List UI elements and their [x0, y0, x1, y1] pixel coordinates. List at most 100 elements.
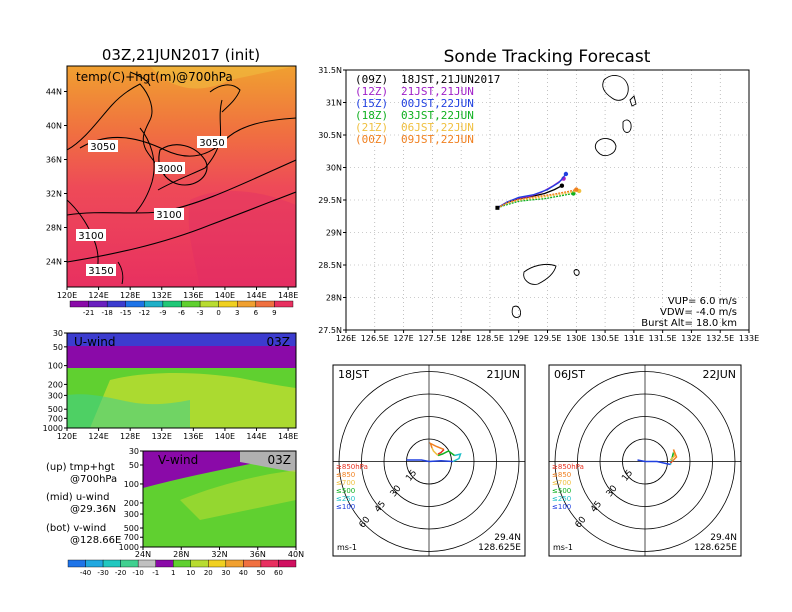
hodo-right-units: ms-1: [553, 543, 573, 552]
v-pressure-tick-label: 300: [124, 510, 139, 519]
temp-colorbar-label: -6: [178, 309, 186, 317]
u-pressure-tick-label: 500: [48, 405, 63, 414]
temp-colorbar-swatch: [125, 300, 145, 308]
wind-colorbar-swatch: [67, 559, 86, 568]
temp-colorbar-label: -12: [139, 309, 150, 317]
temp-colorbar-swatch: [144, 300, 164, 308]
wind-colorbar-swatch: [208, 559, 227, 568]
hodo-right-lat: 29.4N: [710, 533, 737, 543]
track-lon-tick-label: 131.5E: [649, 334, 677, 343]
hodo-right-level-label: ≥850hPa: [552, 463, 584, 471]
temp-colorbar-swatch: [106, 300, 126, 308]
map-lat-tick-label: 32N: [46, 190, 62, 199]
v-pressure-tick-label: 500: [124, 524, 139, 533]
track-lon-tick-label: 129E: [509, 334, 529, 343]
v-wind-field-gray: [240, 451, 296, 472]
wind-colorbar-label: -40: [80, 569, 91, 577]
map-lon-tick-label: 148E: [278, 291, 298, 300]
wind-colorbar-swatch: [260, 559, 279, 568]
track-line-3: [497, 192, 574, 209]
temp-colorbar-swatch: [274, 300, 294, 308]
hodo-left-date: 21JUN: [486, 368, 520, 381]
track-islands: [511, 75, 637, 318]
hodo-right-trace-5: [669, 460, 673, 464]
legend-utc-00z: (00Z): [355, 133, 388, 146]
wind-colorbar-swatch: [85, 559, 104, 568]
track-lon-tick-label: 127E: [393, 334, 413, 343]
hodo-left-ring: [338, 371, 520, 552]
note-up-line2: @700hPa: [70, 474, 117, 485]
map-lat-tick-label: 24N: [46, 258, 62, 267]
map-lon-tick-label: 120E: [57, 291, 77, 300]
u-pressure-tick-label: 30: [53, 329, 63, 338]
track-legend: (09Z) 18JST,21JUN2017 (12Z) 21JST,21JUN …: [355, 73, 500, 146]
u-pressure-tick-label: 100: [48, 362, 63, 371]
temp-colorbar-swatch: [218, 300, 238, 308]
u-pressure-tick-label: 1000: [43, 424, 63, 433]
u-pressure-tick-label: 50: [53, 343, 63, 352]
legend-jst-00z: 09JST,22JUN: [401, 133, 474, 146]
hodo-right-ring: [622, 438, 668, 485]
note-bot-line2: @128.66E: [70, 535, 121, 546]
u-wind-label: U-wind: [74, 335, 115, 349]
legend-utc-21z: (21Z): [355, 121, 388, 134]
track-endpoint-0: [559, 183, 565, 188]
v-lat-tick-label: 24N: [135, 550, 151, 559]
hodo-left-time: 18JST: [338, 368, 369, 381]
hodo-left-units: ms-1: [337, 543, 357, 552]
legend-jst-09z: 18JST,21JUN2017: [401, 73, 500, 86]
v-wind-label: V-wind: [158, 453, 198, 467]
v-pressure-tick-label: 30: [129, 447, 139, 456]
param-vup: VUP= 6.0 m/s: [668, 296, 737, 307]
track-lat-tick-label: 31.5N: [318, 66, 342, 75]
wind-colorbar-label: 40: [239, 569, 248, 577]
wind-colorbar-label: 60: [274, 569, 283, 577]
contour-label: 3050: [90, 142, 115, 153]
u-lon-tick-label: 144E: [246, 432, 266, 441]
wind-colorbar-label: 10: [186, 569, 195, 577]
track-lat-tick-label: 28N: [326, 294, 342, 303]
temp-colorbar-label: -9: [159, 309, 166, 317]
wind-colorbar: -40 -30 -20 -10 -1 1 10 20 30 40 50 60: [67, 559, 297, 577]
map-lat-tick-label: 36N: [46, 156, 62, 165]
track-lon-tick-label: 128.5E: [476, 334, 504, 343]
track-lon-tick-label: 128E: [451, 334, 471, 343]
u-lon-tick-label: 136E: [183, 432, 203, 441]
legend-utc-12z: (12Z): [355, 85, 388, 98]
hodo-right-date: 22JUN: [702, 368, 736, 381]
wind-colorbar-label: -20: [115, 569, 126, 577]
map-lat-tick-label: 40N: [46, 122, 62, 131]
track-lon-tick-label: 131E: [624, 334, 644, 343]
temp-colorbar-label: -15: [120, 309, 131, 317]
v-lat-tick-label: 40N: [288, 550, 304, 559]
track-endpoint-2: [563, 171, 569, 177]
wind-colorbar-swatch: [278, 559, 297, 568]
track-lon-tick-label: 129.5E: [534, 334, 562, 343]
track-lon-tick-label: 132.5E: [706, 334, 734, 343]
u-lon-tick-label: 148E: [278, 432, 298, 441]
wind-colorbar-swatch: [120, 559, 139, 568]
temp-map-field: [67, 66, 296, 287]
wind-colorbar-label: -30: [97, 569, 108, 577]
track-lon-tick-label: 126.5E: [361, 334, 389, 343]
temp-colorbar-swatch: [199, 300, 219, 308]
hodo-right-ring: [599, 416, 691, 507]
wind-colorbar-swatch: [137, 559, 156, 568]
v-pressure-tick-label: 50: [129, 461, 139, 470]
temp-colorbar-swatch: [162, 300, 182, 308]
wind-colorbar-label: 1: [171, 569, 175, 577]
wind-colorbar-swatch: [173, 559, 191, 568]
contour-label: 3000: [157, 164, 182, 175]
u-lon-tick-label: 120E: [57, 432, 77, 441]
temp-colorbar-label: 0: [216, 309, 220, 317]
map-lat-tick-label: 44N: [46, 88, 62, 97]
track-lat-tick-label: 29.5N: [318, 196, 342, 205]
v-lat-tick-label: 36N: [250, 550, 266, 559]
u-wind-field-easterly: [67, 333, 296, 346]
wind-colorbar-label: 20: [204, 569, 213, 577]
contour-label-group: 3050 3050 3000 3100 3100 3150: [76, 136, 227, 277]
